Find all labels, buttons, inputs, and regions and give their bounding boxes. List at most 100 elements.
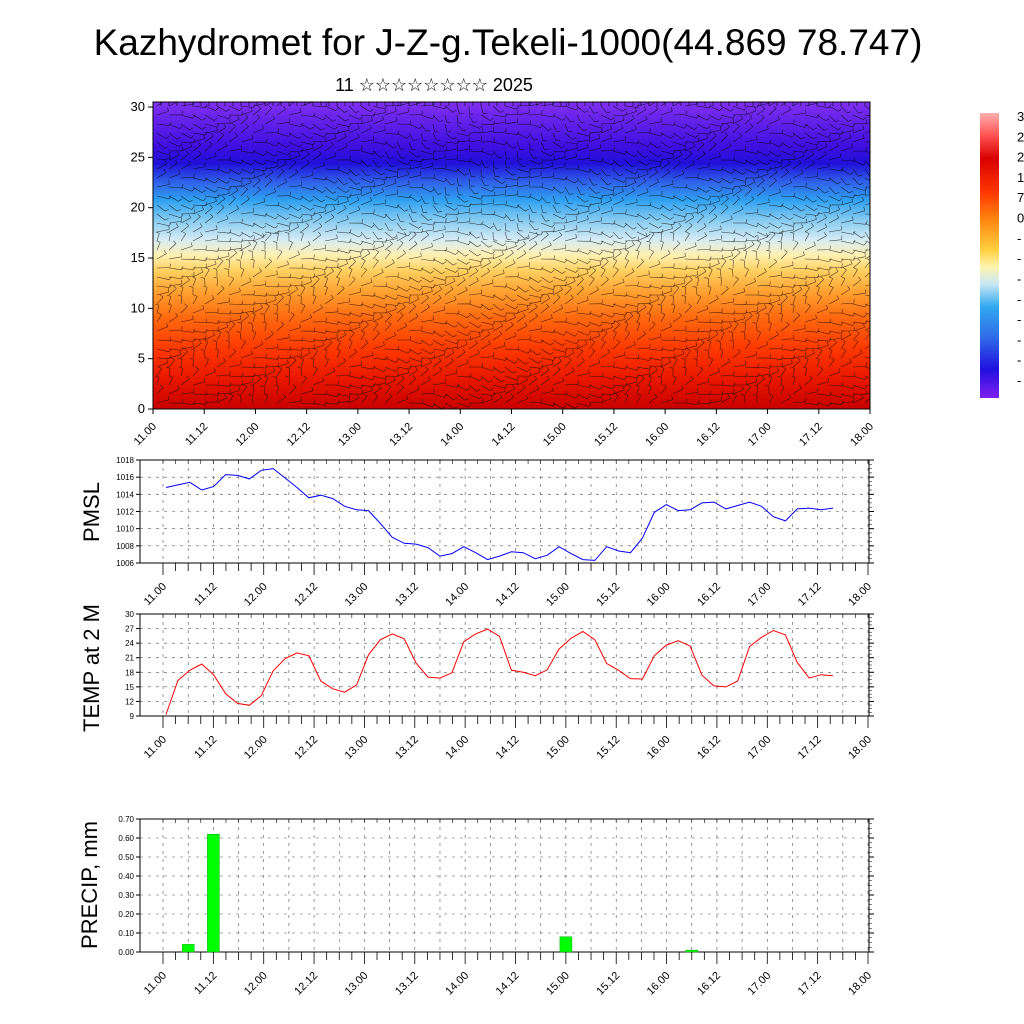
colorbar-label: - xyxy=(1017,353,1021,368)
cs-ytick-label: 5 xyxy=(138,351,145,366)
ytick-label: 0.70 xyxy=(118,815,134,824)
precip-grid xyxy=(140,819,869,952)
xtick-label: 13.12 xyxy=(393,734,421,762)
colorbar-labels: 3 2 2 1 7 0 - - - - - - - - xyxy=(1017,109,1024,388)
xtick-label: 17.12 xyxy=(796,734,824,762)
xtick-label: 17.12 xyxy=(796,970,824,998)
xtick-label: 11.12 xyxy=(192,581,219,608)
xtick-label: 12.00 xyxy=(242,970,270,998)
xtick-label: 12.12 xyxy=(292,581,320,609)
xtick-label: 18.00 xyxy=(846,734,874,762)
colorbar-label: 2 xyxy=(1017,150,1024,165)
xtick-label: 16.12 xyxy=(695,970,723,998)
ytick-label: 15 xyxy=(125,683,134,692)
colorbar-label: 1 xyxy=(1017,170,1024,185)
temp-frame xyxy=(139,613,870,717)
precip-bar xyxy=(559,936,573,953)
xtick-label: 12.00 xyxy=(242,581,270,609)
cs-xtick-label: 12.12 xyxy=(285,421,313,449)
temp-ylabel: TEMP at 2 M xyxy=(79,604,104,732)
ytick-label: 1010 xyxy=(116,525,134,534)
ytick-label: 0.20 xyxy=(118,910,134,919)
xtick-label: 11.00 xyxy=(142,581,169,608)
temp-grid xyxy=(140,614,869,716)
ytick-label: 1008 xyxy=(116,542,134,551)
page-title: Kazhydromet for J-Z-g.Tekeli-1000(44.869… xyxy=(94,22,923,63)
cross-section-field xyxy=(153,102,870,409)
colorbar-label: - xyxy=(1017,312,1021,327)
colorbar-label: 3 xyxy=(1017,109,1024,124)
xtick-label: 16.00 xyxy=(645,734,673,762)
ytick-label: 0.40 xyxy=(118,872,134,881)
page-subtitle: 11 ☆☆☆☆☆☆☆☆ 2025 xyxy=(335,75,533,95)
xtick-label: 13.12 xyxy=(393,970,421,998)
colorbar-label: - xyxy=(1017,373,1021,388)
cs-xtick-label: 15.00 xyxy=(541,421,569,449)
xtick-label: 14.00 xyxy=(443,970,471,998)
xtick-label: 16.12 xyxy=(695,581,723,609)
precip-bar xyxy=(685,949,699,953)
colorbar: 3 2 2 1 7 0 - - - - - - - - xyxy=(980,109,1024,398)
cs-xtick-label: 16.12 xyxy=(695,421,723,449)
ytick-label: 0.00 xyxy=(118,948,134,957)
xtick-label: 15.12 xyxy=(594,734,622,762)
ytick-label: 0.30 xyxy=(118,891,134,900)
precip-frame xyxy=(139,818,870,953)
cs-ytick-label: 0 xyxy=(138,401,145,416)
cs-xtick-label: 15.12 xyxy=(592,421,620,449)
cross-section-y-axis: 0 5 10 15 20 25 30 xyxy=(131,99,153,416)
precip-axes: 0.00 0.10 0.20 0.30 0.40 0.50 0.60 0.70 11.00 11.… xyxy=(118,815,874,998)
ytick-label: 1012 xyxy=(116,508,134,517)
cs-xtick-label: 18.00 xyxy=(848,421,876,449)
xtick-label: 14.12 xyxy=(494,970,522,998)
ytick-label: 1014 xyxy=(116,490,134,499)
ytick-label: 0.60 xyxy=(118,834,134,843)
wind-barb-field xyxy=(154,102,870,409)
cs-ytick-label: 10 xyxy=(131,300,145,315)
colorbar-label: 2 xyxy=(1017,129,1024,144)
ytick-label: 30 xyxy=(125,610,134,619)
ytick-label: 9 xyxy=(130,712,135,721)
xtick-label: 13.00 xyxy=(343,581,371,609)
xtick-label: 14.00 xyxy=(443,581,471,609)
precip-bar xyxy=(207,833,220,953)
colorbar-scale xyxy=(980,113,999,398)
xtick-label: 11.00 xyxy=(142,734,169,761)
xtick-label: 16.12 xyxy=(695,734,723,762)
ytick-label: 27 xyxy=(125,625,134,634)
pmsl-frame xyxy=(139,459,870,564)
cross-section-panel: 0 5 10 15 20 25 30 11.00 11.12 12.00 12.12 13.00 13… xyxy=(131,99,877,449)
xtick-label: 15.12 xyxy=(594,581,622,609)
ytick-label: 24 xyxy=(125,639,134,648)
ytick-label: 18 xyxy=(125,668,134,677)
pmsl-axes: 1006 1008 1010 1012 1014 1016 1018 11.00 11.12 12… xyxy=(116,456,874,609)
pmsl-panel: 1006 1008 1010 1012 1014 1016 1018 11.00 11.12 12… xyxy=(79,456,874,609)
cs-xtick-label: 11.12 xyxy=(183,421,210,448)
xtick-label: 14.00 xyxy=(443,734,471,762)
xtick-label: 15.00 xyxy=(544,581,572,609)
xtick-label: 13.00 xyxy=(343,970,371,998)
xtick-label: 17.12 xyxy=(796,581,824,609)
xtick-label: 12.12 xyxy=(292,970,320,998)
precip-ylabel: PRECIP, mm xyxy=(77,821,102,949)
xtick-label: 11.00 xyxy=(142,970,169,997)
cs-ytick-label: 25 xyxy=(131,149,145,164)
xtick-label: 17.00 xyxy=(745,734,773,762)
cs-ytick-label: 20 xyxy=(131,200,145,215)
xtick-label: 17.00 xyxy=(745,581,773,609)
precip-panel: 0.00 0.10 0.20 0.30 0.40 0.50 0.60 0.70 11.00 11.… xyxy=(77,815,874,998)
cs-xtick-label: 11.00 xyxy=(132,421,159,448)
colorbar-label: 0 xyxy=(1017,211,1024,226)
cs-ytick-label: 15 xyxy=(131,250,145,265)
xtick-label: 13.12 xyxy=(393,581,421,609)
xtick-label: 18.00 xyxy=(846,970,874,998)
xtick-label: 11.12 xyxy=(192,970,219,997)
precip-bars xyxy=(181,833,699,953)
cs-xtick-label: 13.00 xyxy=(336,421,364,449)
colorbar-label: 7 xyxy=(1017,190,1024,205)
pmsl-series-line xyxy=(165,468,834,561)
colorbar-label: - xyxy=(1017,231,1021,246)
xtick-label: 16.00 xyxy=(645,581,673,609)
xtick-label: 18.00 xyxy=(846,581,874,609)
